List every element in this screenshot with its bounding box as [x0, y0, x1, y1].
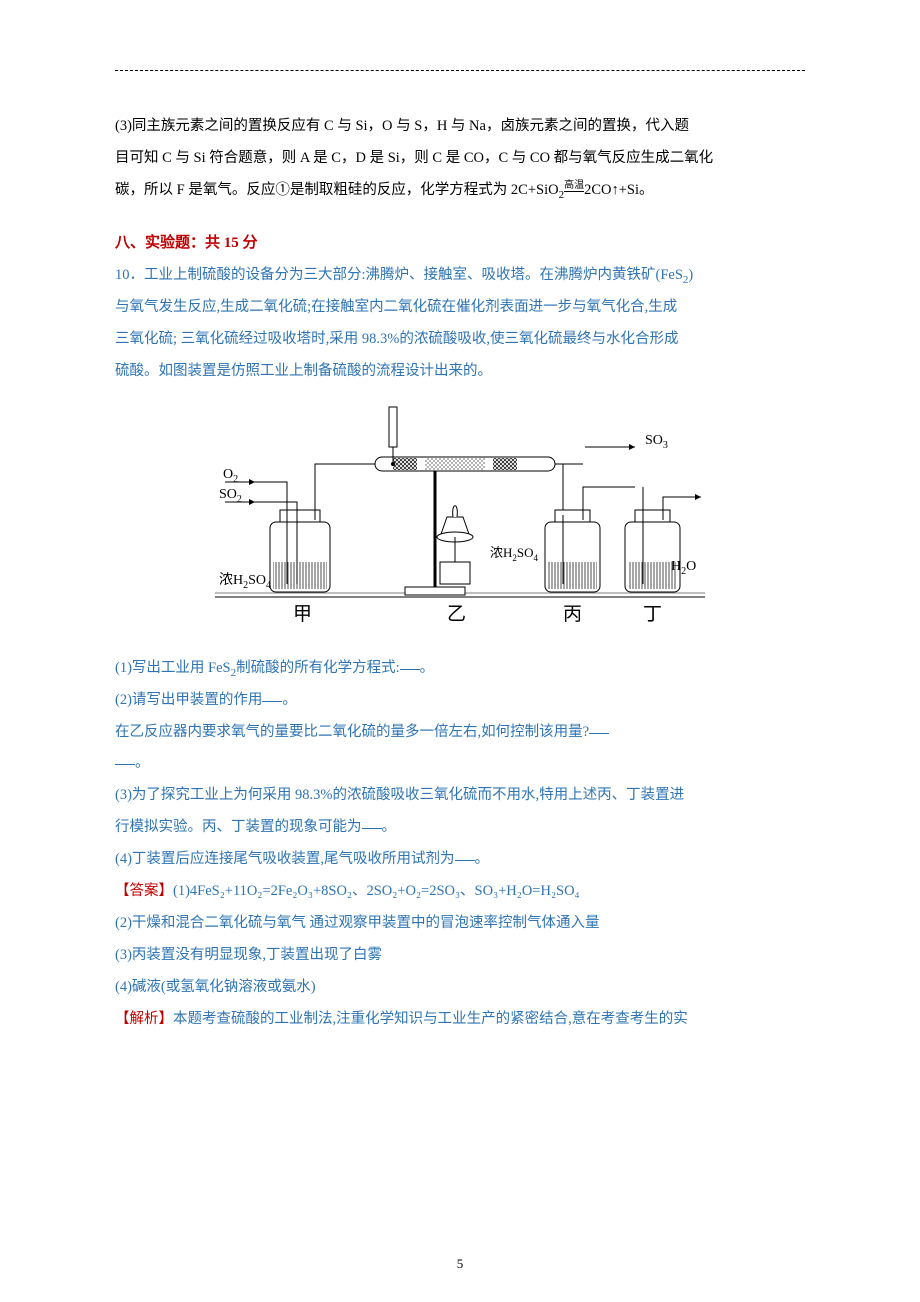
answer-head: 【答案】	[115, 883, 173, 899]
q10-line-1: 10．工业上制硫酸的设备分为三大部分:沸腾炉、接触室、吸收塔。在沸腾炉内黄铁矿(…	[115, 260, 805, 292]
page-rule	[115, 70, 805, 71]
answer-2: (2)干燥和混合二氧化硫与氧气 通过观察甲装置中的冒泡速率控制气体通入量	[115, 908, 805, 940]
text: 工业上制硫酸的设备分为三大部分:沸腾炉、接触室、吸收塔。在沸腾炉内黄铁矿(FeS	[144, 267, 683, 283]
q4-b: 。	[475, 851, 490, 867]
blank-fill	[589, 733, 609, 734]
blank-fill	[362, 828, 382, 829]
svg-text:SO3: SO3	[645, 433, 668, 451]
q1-a: (1)写出工业用 FeS	[115, 660, 231, 676]
analysis: 【解析】本题考查硫酸的工业制法,注重化学知识与工业生产的紧密结合,意在考查考生的…	[115, 1004, 805, 1036]
analysis-head: 【解析】	[115, 1011, 173, 1027]
a1: (1)4FeS₂+11O₂=2Fe₂O₃+8SO₂、2SO₂+O₂=2SO₃、S…	[173, 883, 580, 899]
q2c: 在乙反应器内要求氧气的量要比二氧化硫的量多一倍左右,如何控制该用量?	[115, 717, 805, 749]
q1-c: 。	[420, 660, 435, 676]
q10-line-2: 与氧气发生反应,生成二氧化硫;在接触室内二氧化硫在催化剂表面进一步与氧气化合,生…	[115, 292, 805, 324]
section-heading: 八、实验题：共 15 分	[115, 227, 805, 260]
blank-fill	[262, 701, 282, 702]
q2-b: 。	[282, 692, 297, 708]
blank-fill	[115, 764, 135, 765]
para-2: 目可知 C 与 Si 符合题意，则 A 是 C，D 是 Si，则 C 是 CO，…	[115, 143, 805, 175]
q1-b: 制硫酸的所有化学方程式:	[236, 660, 400, 676]
text: (3)同主族元素之间的置换反应有 C 与 Si，O 与 S，H 与 Na，卤族元…	[115, 118, 689, 134]
q-number: 10．	[115, 267, 144, 283]
q4-a: (4)丁装置后应连接尾气吸收装置,尾气吸收所用试剂为	[115, 851, 455, 867]
q2-d: 。	[135, 755, 150, 771]
q1: (1)写出工业用 FeS2制硫酸的所有化学方程式:。	[115, 653, 805, 685]
q4: (4)丁装置后应连接尾气吸收装置,尾气吸收所用试剂为 。	[115, 844, 805, 876]
svg-text:浓H2SO4: 浓H2SO4	[219, 572, 271, 591]
svg-text:浓H2SO4: 浓H2SO4	[490, 545, 539, 563]
para-3: 碳，所以 F 是氧气。反应①是制取粗硅的反应，化学方程式为 2C+SiO2高温2…	[115, 175, 805, 207]
page-number: 5	[0, 1256, 920, 1272]
q2-a: (2)请写出甲装置的作用	[115, 692, 262, 708]
q2-c: 在乙反应器内要求氧气的量要比二氧化硫的量多一倍左右,如何控制该用量?	[115, 724, 589, 740]
q10-line-3: 三氧化硫; 三氧化硫经过吸收塔时,采用 98.3%的浓硫酸吸收,使三氧化硫最终与…	[115, 324, 805, 356]
q3a: (3)为了探究工业上为何采用 98.3%的浓硫酸吸收三氧化硫而不用水,特用上述丙…	[115, 780, 805, 812]
q3-c: 。	[382, 819, 397, 835]
blank-fill	[455, 860, 475, 861]
apparatus-diagram: O2 SO2 SO3 浓H2SO4 浓H2SO4 H2O 甲 乙 丙 丁	[115, 402, 805, 637]
blank-fill	[400, 669, 420, 670]
q2d: 。	[115, 748, 805, 780]
q2a: (2)请写出甲装置的作用 。	[115, 685, 805, 717]
text-a: 碳，所以 F 是氧气。反应①是制取粗硅的反应，化学方程式为 2C+SiO	[115, 182, 559, 198]
q3b: 行模拟实验。丙、丁装置的现象可能为 。	[115, 812, 805, 844]
end: )	[688, 267, 693, 283]
svg-text:乙: 乙	[447, 604, 466, 625]
answer-4: (4)碱液(或氢氧化钠溶液或氨水)	[115, 972, 805, 1004]
text-b: 2CO↑+Si。	[584, 182, 653, 198]
q3-b: 行模拟实验。丙、丁装置的现象可能为	[115, 819, 362, 835]
condition-text: 高温	[564, 181, 584, 192]
answer-1: 【答案】(1)4FeS₂+11O₂=2Fe₂O₃+8SO₂、2SO₂+O₂=2S…	[115, 876, 805, 908]
analysis-body: 本题考查硫酸的工业制法,注重化学知识与工业生产的紧密结合,意在考查考生的实	[173, 1011, 688, 1027]
svg-text:丙: 丙	[563, 604, 582, 625]
svg-text:丁: 丁	[643, 604, 662, 625]
svg-text:甲: 甲	[293, 604, 312, 625]
para-1: (3)同主族元素之间的置换反应有 C 与 Si，O 与 S，H 与 Na，卤族元…	[115, 111, 805, 143]
text: 目可知 C 与 Si 符合题意，则 A 是 C，D 是 Si，则 C 是 CO，…	[115, 150, 713, 166]
q10-line-4: 硫酸。如图装置是仿照工业上制备硫酸的流程设计出来的。	[115, 356, 805, 388]
apparatus-svg: O2 SO2 SO3 浓H2SO4 浓H2SO4 H2O 甲 乙 丙 丁	[215, 402, 705, 632]
answer-3: (3)丙装置没有明显现象,丁装置出现了白雾	[115, 940, 805, 972]
